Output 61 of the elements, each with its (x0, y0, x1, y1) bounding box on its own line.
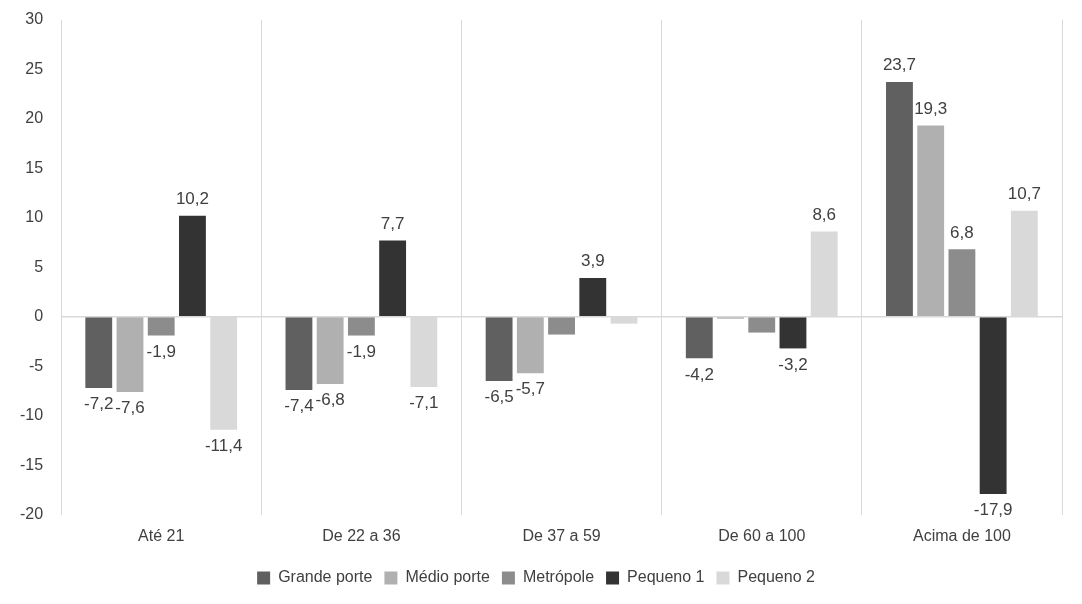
data-label: 3,9 (580, 251, 605, 271)
data-label: -6,5 (484, 387, 514, 407)
bar (748, 316, 776, 333)
bar (579, 278, 607, 317)
data-label: -4,2 (684, 364, 714, 384)
bar (179, 215, 206, 317)
bar (316, 316, 344, 385)
data-label: -17,9 (973, 500, 1013, 520)
y-tick-label: 20 (25, 109, 44, 127)
x-tick-label: De 22 a 36 (322, 526, 401, 544)
data-label: 8,6 (812, 204, 837, 224)
legend-label: Pequeno 1 (627, 568, 705, 586)
x-tick-label: Até 21 (138, 526, 185, 544)
bar (379, 240, 407, 317)
legend-label: Pequeno 2 (737, 568, 815, 586)
bar (779, 316, 807, 349)
data-label: -1,9 (146, 341, 176, 361)
y-tick-label: -15 (20, 455, 44, 473)
y-tick-label: -10 (20, 406, 44, 424)
bar (886, 82, 913, 317)
data-label: 10,2 (175, 188, 209, 208)
data-label: -7,1 (409, 393, 439, 413)
data-label: 23,7 (882, 55, 916, 75)
x-tick-label: De 60 a 100 (718, 526, 806, 544)
bar (917, 125, 945, 317)
legend-label: Médio porte (405, 568, 491, 586)
data-label: 19,3 (914, 98, 948, 118)
data-label: -1,9 (346, 341, 377, 361)
data-label: -7,6 (115, 398, 145, 418)
legend-label: Metrópole (522, 568, 595, 586)
bar (85, 316, 113, 389)
bar (948, 249, 976, 317)
bar (548, 316, 575, 335)
y-tick-label: 15 (25, 158, 44, 176)
data-label: -7,4 (284, 396, 314, 416)
bar (979, 316, 1007, 494)
data-label: -7,2 (84, 394, 114, 414)
data-label: -11,4 (204, 435, 243, 455)
data-label: 10,7 (1007, 183, 1041, 203)
data-label: -3,2 (778, 354, 808, 374)
data-label: 7,7 (380, 213, 405, 233)
bar (516, 316, 544, 374)
y-tick-label: -5 (28, 356, 44, 374)
bar (685, 316, 713, 359)
y-tick-label: 25 (25, 59, 44, 77)
legend-label: Grande porte (278, 568, 373, 586)
y-tick-label: -20 (20, 505, 44, 523)
bar (347, 316, 375, 336)
y-tick-label: 5 (34, 257, 44, 275)
data-label: -5,7 (515, 379, 545, 399)
x-tick-label: Acima de 100 (912, 526, 1011, 544)
y-tick-label: 0 (34, 307, 44, 325)
bar (147, 316, 175, 336)
bar (285, 316, 313, 391)
x-tick-label: De 37 a 59 (522, 526, 601, 544)
y-tick-label: 10 (25, 208, 44, 226)
bar (116, 316, 144, 392)
y-tick-label: 30 (25, 10, 44, 28)
bar (485, 316, 513, 382)
data-label: -6,8 (315, 390, 345, 410)
data-label: 6,8 (950, 222, 974, 242)
